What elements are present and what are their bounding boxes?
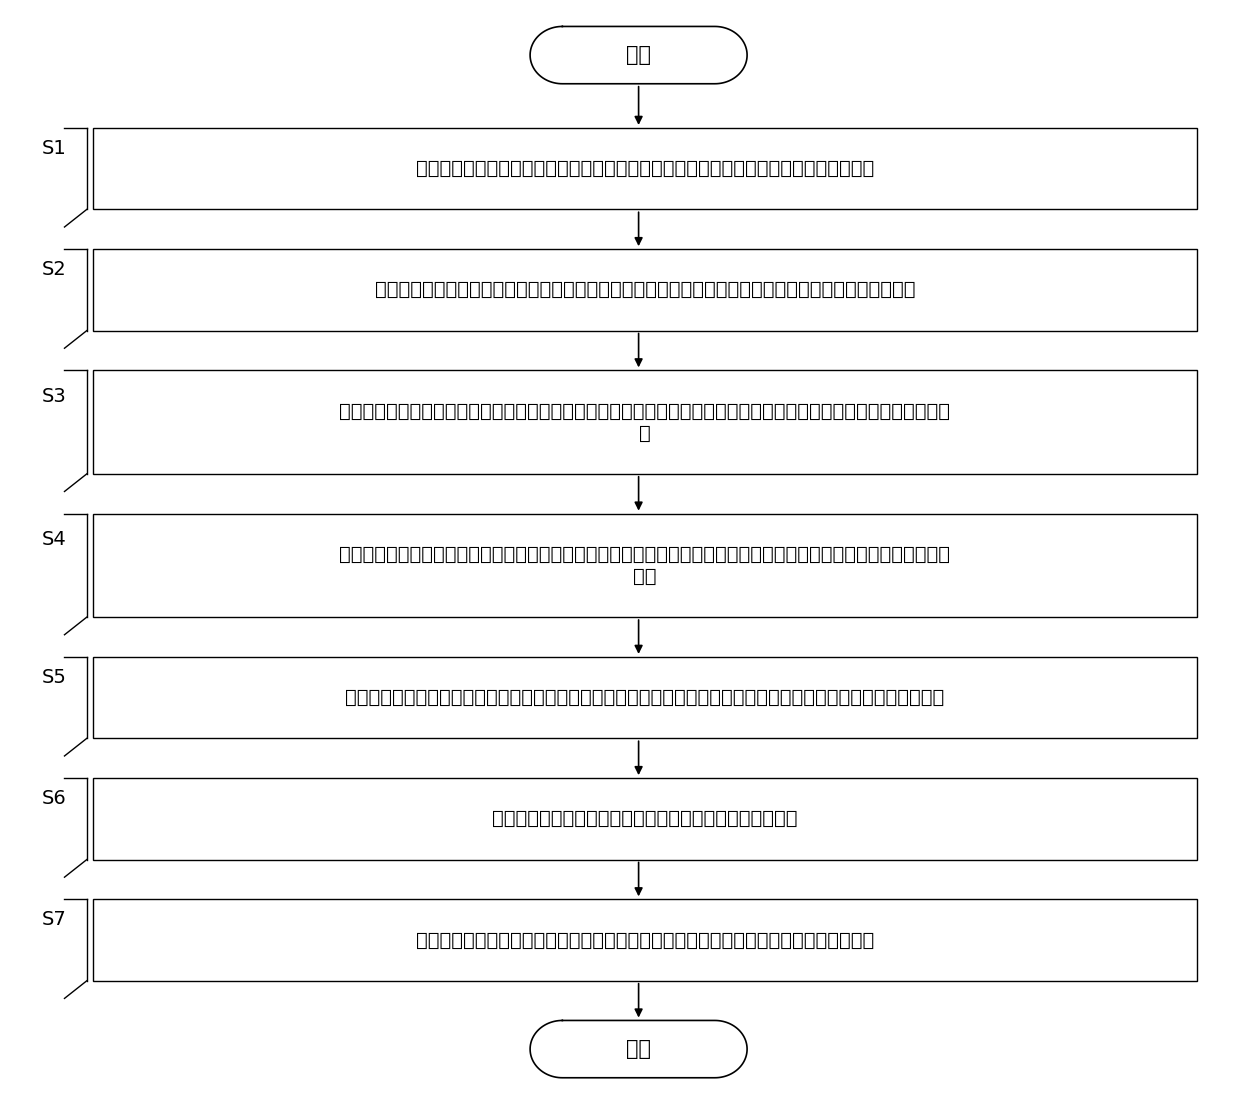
Bar xyxy=(93,778,1197,860)
Text: S1: S1 xyxy=(42,139,67,158)
Bar xyxy=(93,249,1197,331)
Bar xyxy=(93,899,1197,981)
Text: S7: S7 xyxy=(42,910,67,929)
Text: 结束: 结束 xyxy=(626,1039,651,1059)
Text: 经光热退火和电热退火后，将所述光纤传感器中的后向散射光传入至光电探测器中，并将其光信号转换成模拟电信号: 经光热退火和电热退火后，将所述光纤传感器中的后向散射光传入至光电探测器中，并将其… xyxy=(345,688,945,707)
Text: 调整大功率激光器发出的光的光强和波长，并利用大功率激光器产生的光对光电复合缆中的光纤和光纤传感器进行光热
退火: 调整大功率激光器发出的光的光强和波长，并利用大功率激光器产生的光对光电复合缆中的… xyxy=(340,544,950,586)
Text: S4: S4 xyxy=(42,530,67,549)
Text: 对信号光源和大功率激光器发出的光信号进行融合，并将融合后的光信经光电复合缆传输至光纤传感器中: 对信号光源和大功率激光器发出的光信号进行融合，并将融合后的光信经光电复合缆传输至… xyxy=(374,280,915,300)
Text: S3: S3 xyxy=(42,387,67,406)
Text: S5: S5 xyxy=(42,668,67,687)
Bar xyxy=(93,370,1197,474)
Text: S6: S6 xyxy=(42,789,67,808)
Polygon shape xyxy=(531,1020,746,1078)
Bar xyxy=(93,514,1197,617)
Polygon shape xyxy=(531,26,746,84)
Bar xyxy=(93,128,1197,209)
Text: 对信号光源以及大功率激光器发出启动指令，同时将光电复合缆中的导线通电并设置参数: 对信号光源以及大功率激光器发出启动指令，同时将光电复合缆中的导线通电并设置参数 xyxy=(415,159,874,179)
Text: 开始: 开始 xyxy=(626,45,651,65)
Text: 调整光电复合缆和光纤传感器中导线的电流和调整电热退火的温度，并对光电复合缆中的光纤和光纤传感器进行电热退
火: 调整光电复合缆和光纤传感器中导线的电流和调整电热退火的温度，并对光电复合缆中的光… xyxy=(340,401,950,443)
Text: 对所述数据信号进行解调得到待测参数，并完成分布式光热退火和电热退火的抗辐射处理: 对所述数据信号进行解调得到待测参数，并完成分布式光热退火和电热退火的抗辐射处理 xyxy=(415,930,874,950)
Text: S2: S2 xyxy=(42,260,67,279)
Text: 采集所述模拟电信号，并将所述模拟电信号转换成数字信号: 采集所述模拟电信号，并将所述模拟电信号转换成数字信号 xyxy=(492,809,797,829)
Bar xyxy=(93,657,1197,738)
